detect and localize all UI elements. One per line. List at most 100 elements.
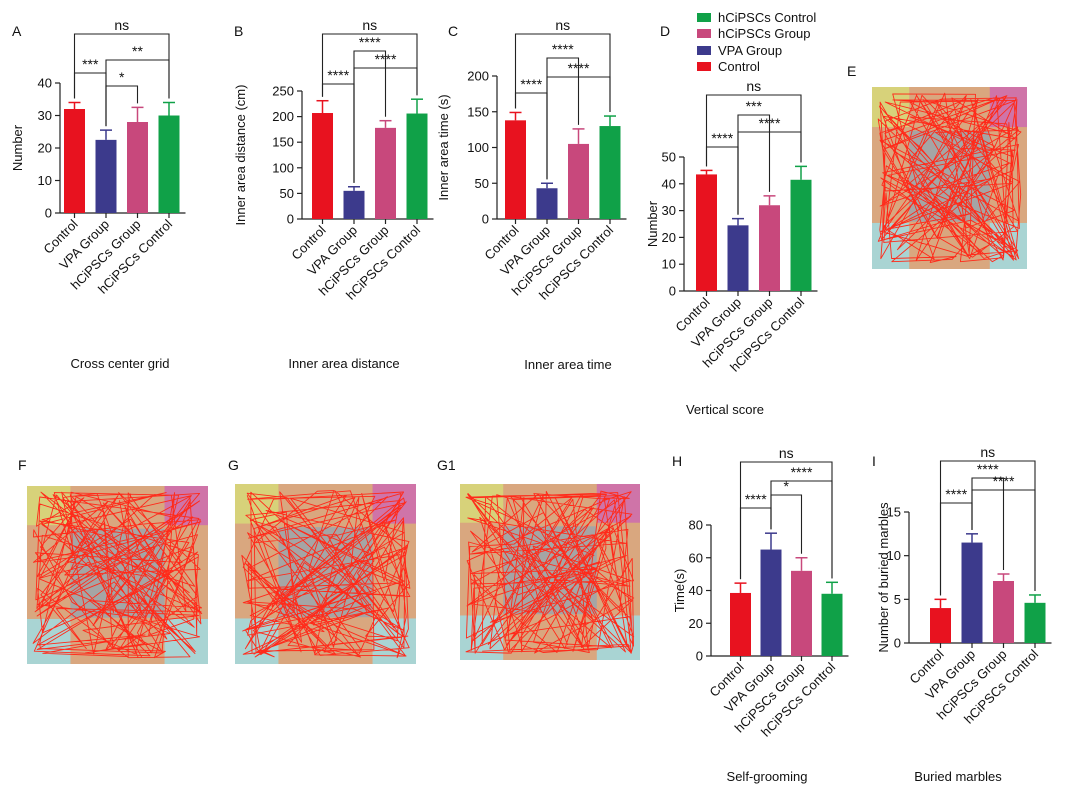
y-tick-label: 250 [272, 84, 294, 99]
significance-label: ** [132, 43, 143, 59]
y-axis-label: Number of buried marbles [876, 502, 891, 653]
y-tick-label: 40 [38, 76, 52, 91]
bar-hcipscs-group [791, 570, 812, 656]
y-tick-label: 150 [467, 104, 489, 119]
y-tick-label: 0 [45, 206, 52, 221]
y-tick-label: 0 [482, 212, 489, 227]
y-tick-label: 80 [689, 518, 703, 533]
legend-swatch [697, 62, 711, 71]
bar-control [930, 608, 951, 643]
legend-label: hCiPSCs Control [718, 10, 816, 25]
significance-bracket [105, 85, 139, 127]
significance-bracket [739, 461, 833, 580]
panel-letter: D [660, 23, 670, 39]
panel-letter: H [672, 453, 682, 469]
significance-bracket [353, 50, 387, 183]
bar-hcipscs-control [790, 179, 812, 291]
movement-trace [241, 490, 411, 659]
bar-hcipscs-group [993, 580, 1014, 643]
y-tick-label: 30 [662, 203, 676, 218]
bar-vpa-group [961, 542, 983, 643]
panel-letter: F [18, 457, 27, 473]
legend-label: Control [718, 59, 760, 74]
y-tick-label: 20 [689, 616, 703, 631]
panel-title: Buried marbles [914, 769, 1002, 784]
significance-label: ns [114, 17, 129, 33]
bar-control [312, 113, 333, 219]
panel-letter: C [448, 23, 458, 39]
panel-letter: A [12, 23, 22, 39]
open-field-map-e: E [847, 63, 1027, 269]
y-tick-label: 100 [272, 160, 294, 175]
bar-control [505, 120, 526, 219]
y-axis-label: Number [10, 124, 25, 171]
bar-hcipscs-control [599, 126, 621, 219]
panel-title: Self-grooming [727, 769, 808, 784]
significance-bracket [546, 57, 580, 180]
bar-hcipscs-group [568, 143, 589, 219]
y-tick-label: 40 [662, 176, 676, 191]
y-tick-label: 0 [669, 284, 676, 299]
significance-bracket [705, 94, 802, 167]
y-axis-label: Inner area time (s) [436, 94, 451, 200]
panel-letter: G [228, 457, 239, 473]
significance-bracket [321, 33, 418, 97]
y-tick-label: 50 [475, 176, 489, 191]
y-tick-label: 150 [272, 135, 294, 150]
y-tick-label: 10 [38, 173, 52, 188]
movement-trace [877, 92, 1022, 263]
y-tick-label: 20 [38, 141, 52, 156]
y-tick-label: 10 [662, 257, 676, 272]
open-field-map-g: G [228, 457, 416, 664]
significance-label: ns [980, 444, 995, 460]
bar-hcipscs-control [1024, 602, 1046, 643]
y-tick-label: 200 [272, 109, 294, 124]
significance-label: **** [520, 76, 542, 92]
bar-control [730, 592, 751, 656]
significance-label: ns [746, 78, 761, 94]
significance-label: *** [746, 98, 763, 114]
y-tick-label: 0 [287, 212, 294, 227]
bar-vpa-group [95, 139, 117, 213]
significance-bracket [737, 114, 771, 215]
y-tick-label: 50 [280, 186, 294, 201]
open-field-map-g1: G1 [437, 457, 640, 660]
panel-letter: G1 [437, 457, 456, 473]
open-field-map-f: F [18, 457, 208, 664]
significance-bracket [514, 33, 611, 113]
significance-bracket [73, 33, 170, 99]
significance-label: * [119, 69, 125, 85]
movement-trace [32, 491, 203, 659]
y-axis-label: Number [645, 200, 660, 247]
y-tick-label: 0 [894, 636, 901, 651]
bar-hcipscs-control [821, 593, 843, 656]
legend-label: VPA Group [718, 43, 782, 58]
bar-vpa-group [536, 188, 558, 219]
y-tick-label: 30 [38, 108, 52, 123]
bar-control [696, 174, 717, 291]
bar-vpa-group [727, 225, 749, 291]
significance-label: **** [711, 130, 733, 146]
significance-label: ns [362, 17, 377, 33]
significance-label: ns [779, 445, 794, 461]
corner-zone [27, 618, 71, 664]
y-tick-label: 15 [887, 505, 901, 520]
y-tick-label: 20 [662, 230, 676, 245]
bar-hcipscs-group [375, 127, 396, 219]
significance-label: **** [945, 486, 967, 502]
significance-bracket [971, 477, 1005, 571]
y-tick-label: 10 [887, 548, 901, 563]
panel-letter: E [847, 63, 856, 79]
legend-swatch [697, 29, 711, 38]
significance-bracket [770, 494, 803, 554]
panel-title: Cross center grid [71, 356, 170, 371]
significance-label: * [784, 478, 790, 494]
bar-hcipscs-group [127, 122, 148, 213]
panel-title: Inner area distance [288, 356, 399, 371]
significance-label: ns [555, 17, 570, 33]
